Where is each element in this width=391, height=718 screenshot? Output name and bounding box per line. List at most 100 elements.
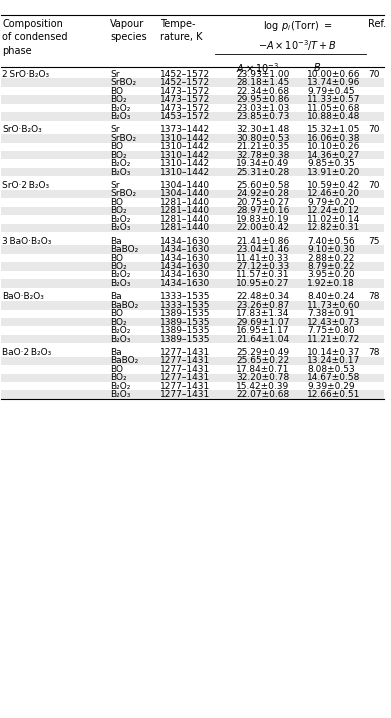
Text: 12.82±0.31: 12.82±0.31: [307, 223, 361, 232]
Text: BO: BO: [110, 365, 123, 374]
Text: 9.79±0.45: 9.79±0.45: [307, 87, 355, 95]
Text: 2 SrO·B₂O₃: 2 SrO·B₂O₃: [2, 70, 49, 79]
Text: 10.00±0.66: 10.00±0.66: [307, 70, 361, 79]
Text: 22.48±0.34: 22.48±0.34: [237, 292, 289, 302]
Text: 70: 70: [368, 126, 380, 134]
Text: 1434–1630: 1434–1630: [160, 253, 210, 263]
Bar: [2, 335, 384, 343]
Text: 1434–1630: 1434–1630: [160, 271, 210, 279]
Text: 17.84±0.71: 17.84±0.71: [237, 365, 290, 374]
Text: 1310–1442: 1310–1442: [160, 159, 210, 168]
Text: BaO·B₂O₃: BaO·B₂O₃: [2, 292, 44, 302]
Text: 1310–1442: 1310–1442: [160, 151, 210, 159]
Text: 1333–1535: 1333–1535: [160, 301, 210, 309]
Text: BaBO₂: BaBO₂: [110, 301, 138, 309]
Text: 16.95±1.17: 16.95±1.17: [237, 326, 290, 335]
Text: SrBO₂: SrBO₂: [110, 78, 136, 87]
Text: B₂O₃: B₂O₃: [110, 112, 131, 121]
Text: 1389–1535: 1389–1535: [160, 335, 210, 343]
Text: 2.88±0.22: 2.88±0.22: [307, 253, 355, 263]
Text: 1281–1440: 1281–1440: [160, 206, 210, 215]
Text: 8.79±0.22: 8.79±0.22: [307, 262, 355, 271]
Text: 23.04±1.46: 23.04±1.46: [237, 245, 290, 254]
Text: Sr: Sr: [110, 70, 120, 79]
Text: 1310–1442: 1310–1442: [160, 142, 210, 151]
Bar: [2, 357, 384, 365]
Text: Vapour
species: Vapour species: [110, 19, 147, 42]
Text: 1281–1440: 1281–1440: [160, 215, 210, 224]
Text: 22.00±0.42: 22.00±0.42: [237, 223, 289, 232]
Text: 1389–1535: 1389–1535: [160, 326, 210, 335]
Text: 23.93±1.00: 23.93±1.00: [237, 70, 290, 79]
Text: BaO·2 B₂O₃: BaO·2 B₂O₃: [2, 348, 51, 357]
Text: 10.59±0.42: 10.59±0.42: [307, 181, 361, 190]
Text: 78: 78: [368, 348, 380, 357]
Text: 1310–1442: 1310–1442: [160, 134, 210, 143]
Text: 12.43±0.73: 12.43±0.73: [307, 317, 361, 327]
Bar: [2, 207, 384, 215]
Text: BO: BO: [110, 309, 123, 318]
Text: BO₂: BO₂: [110, 151, 127, 159]
Text: 15.42±0.39: 15.42±0.39: [237, 382, 290, 391]
Text: 10.14±0.37: 10.14±0.37: [307, 348, 361, 357]
Text: 15.32±1.05: 15.32±1.05: [307, 126, 361, 134]
Bar: [2, 301, 384, 309]
Text: 1304–1440: 1304–1440: [160, 181, 210, 190]
Text: 8.40±0.24: 8.40±0.24: [307, 292, 355, 302]
Text: 11.73±0.60: 11.73±0.60: [307, 301, 361, 309]
Text: 70: 70: [368, 181, 380, 190]
Bar: [2, 262, 384, 271]
Text: 1473–1572: 1473–1572: [160, 103, 210, 113]
Text: 1281–1440: 1281–1440: [160, 198, 210, 207]
Text: BO: BO: [110, 142, 123, 151]
Text: 32.30±1.48: 32.30±1.48: [237, 126, 290, 134]
Text: 7.38±0.91: 7.38±0.91: [307, 309, 355, 318]
Text: 9.79±0.20: 9.79±0.20: [307, 198, 355, 207]
Text: BO: BO: [110, 198, 123, 207]
Text: 24.92±0.28: 24.92±0.28: [237, 190, 289, 198]
Text: 1452–1572: 1452–1572: [160, 78, 210, 87]
Text: Ba: Ba: [110, 348, 122, 357]
Text: 10.10±0.26: 10.10±0.26: [307, 142, 361, 151]
Bar: [2, 134, 384, 143]
Text: 21.21±0.35: 21.21±0.35: [237, 142, 290, 151]
Text: 14.36±0.27: 14.36±0.27: [307, 151, 361, 159]
Text: 1434–1630: 1434–1630: [160, 262, 210, 271]
Text: 11.41±0.33: 11.41±0.33: [237, 253, 290, 263]
Text: $\log\,p_i\,$(Torr) $=$
$-A\times10^{-3}/T + B$: $\log\,p_i\,$(Torr) $=$ $-A\times10^{-3}…: [258, 19, 337, 53]
Text: 10.88±0.48: 10.88±0.48: [307, 112, 361, 121]
Text: 28.18±1.45: 28.18±1.45: [237, 78, 290, 87]
Text: 23.03±1.03: 23.03±1.03: [237, 103, 290, 113]
Text: 1453–1572: 1453–1572: [160, 112, 210, 121]
Text: Ref.: Ref.: [368, 19, 386, 29]
Text: BO: BO: [110, 253, 123, 263]
Text: BO₂: BO₂: [110, 95, 127, 104]
Text: 25.31±0.28: 25.31±0.28: [237, 167, 290, 177]
Text: 11.02±0.14: 11.02±0.14: [307, 215, 361, 224]
Text: 11.21±0.72: 11.21±0.72: [307, 335, 361, 343]
Text: 19.34±0.49: 19.34±0.49: [237, 159, 290, 168]
Text: 22.07±0.68: 22.07±0.68: [237, 390, 290, 399]
Text: 3.95±0.20: 3.95±0.20: [307, 271, 355, 279]
Text: 11.33±0.57: 11.33±0.57: [307, 95, 361, 104]
Text: Tempe-
rature, K: Tempe- rature, K: [160, 19, 203, 42]
Text: 11.57±0.31: 11.57±0.31: [237, 271, 290, 279]
Text: Composition
of condensed
phase: Composition of condensed phase: [2, 19, 68, 56]
Text: 1373–1442: 1373–1442: [160, 126, 210, 134]
Text: Sr: Sr: [110, 126, 120, 134]
Bar: [2, 223, 384, 232]
Bar: [2, 391, 384, 399]
Text: 1277–1431: 1277–1431: [160, 356, 210, 365]
Text: 1277–1431: 1277–1431: [160, 348, 210, 357]
Text: 32.78±0.38: 32.78±0.38: [237, 151, 290, 159]
Text: 10.95±0.27: 10.95±0.27: [237, 279, 290, 288]
Text: 1452–1572: 1452–1572: [160, 70, 210, 79]
Text: 19.83±0.19: 19.83±0.19: [237, 215, 290, 224]
Text: B₂O₂: B₂O₂: [110, 326, 131, 335]
Text: 1473–1572: 1473–1572: [160, 95, 210, 104]
Text: 9.39±0.29: 9.39±0.29: [307, 382, 355, 391]
Text: 1473–1572: 1473–1572: [160, 87, 210, 95]
Text: 17.83±1.34: 17.83±1.34: [237, 309, 290, 318]
Text: B₂O₂: B₂O₂: [110, 103, 131, 113]
Text: 23.26±0.87: 23.26±0.87: [237, 301, 290, 309]
